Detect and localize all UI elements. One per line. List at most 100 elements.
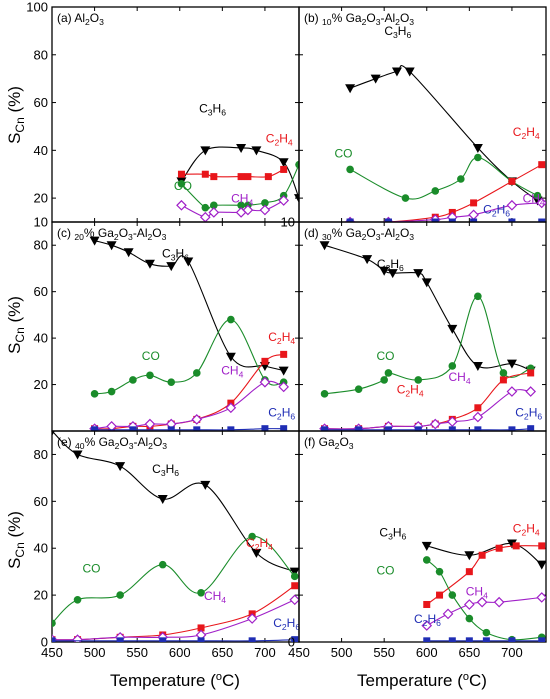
point-C2H4: [197, 624, 205, 632]
point-C3H6: [379, 266, 390, 276]
y-tick-label: 80: [34, 447, 48, 462]
panel-frame: [298, 6, 547, 223]
point-C2H6: [321, 426, 329, 431]
point-CH4: [525, 386, 537, 397]
series-group: [344, 65, 546, 222]
x-tick-label: 700: [254, 645, 276, 660]
point-C3H6: [464, 551, 475, 561]
point-CO: [167, 378, 176, 387]
point-CO: [129, 376, 137, 384]
point-C3H6: [157, 494, 168, 504]
point-C3H6: [345, 84, 356, 94]
point-C2H6: [129, 426, 137, 431]
series-line-C2H4: [52, 585, 296, 641]
point-C2H4: [538, 161, 546, 169]
point-CH4: [506, 386, 518, 397]
series-label-C3H6: C3H6: [379, 526, 406, 542]
series-group: [421, 539, 546, 642]
point-C2H4: [280, 165, 288, 173]
x-axis-title: Temperature (oC): [357, 671, 487, 690]
y-tick-label: 40: [34, 331, 48, 346]
point-C2H6: [193, 426, 201, 431]
point-C3H6: [391, 67, 402, 77]
point-C2H6: [448, 426, 456, 431]
point-C3H6: [123, 248, 134, 258]
point-CO: [431, 187, 440, 195]
point-CO: [448, 591, 457, 599]
point-C3H6: [421, 541, 432, 551]
series-label-C2H4: C2H4: [268, 330, 295, 346]
point-C2H6: [91, 426, 99, 431]
point-C2H6: [159, 637, 167, 642]
series-line-C2H6: [94, 428, 284, 431]
point-CO: [474, 292, 482, 301]
point-C3H6: [413, 269, 424, 279]
point-C2H6: [508, 426, 516, 431]
point-CH4: [225, 402, 237, 414]
series-label-C2H6: C2H6: [414, 612, 441, 628]
point-CH4: [446, 416, 458, 428]
point-CH4: [259, 204, 271, 216]
point-C2H4: [291, 582, 299, 590]
point-CH4: [278, 195, 290, 206]
point-C2H6: [538, 637, 546, 642]
point-C3H6: [251, 146, 262, 156]
y-tick-label: 60: [34, 284, 48, 299]
series-label-C2H4: C2H4: [246, 536, 273, 552]
x-tick-label: 450: [288, 645, 310, 660]
panel-e: 0 20 40 60 80 450 500 550 600 650 700 (e) 40% Ga2O3…: [34, 430, 300, 660]
point-CH4: [463, 599, 475, 610]
point-C2H4: [465, 568, 473, 576]
series-label-C2H6: C2H6: [273, 616, 300, 632]
y-tick-label: 0: [41, 635, 48, 650]
point-CH4: [468, 209, 479, 221]
point-CO: [192, 369, 201, 377]
point-CO: [177, 179, 186, 188]
point-CO: [227, 315, 235, 324]
series-label-C2H6: C2H6: [268, 405, 295, 421]
y-tick-label: 10: [34, 215, 48, 230]
point-CH4: [144, 418, 156, 430]
point-CH4: [208, 207, 220, 218]
point-CO: [380, 376, 388, 384]
series-label-CO: CO: [334, 147, 352, 161]
panel-title: (f) Ga2O3: [304, 435, 354, 451]
point-CO: [201, 203, 210, 212]
point-C3H6: [278, 366, 289, 376]
point-C3H6: [183, 257, 194, 267]
point-C3H6: [387, 269, 398, 279]
point-CH4: [421, 620, 433, 631]
point-C2H6: [248, 637, 256, 642]
point-C2H6: [227, 426, 235, 431]
point-C2H4: [495, 544, 503, 552]
series-label-C3H6: C3H6: [384, 24, 411, 40]
x-tick-label: 550: [126, 645, 148, 660]
point-C2H4: [527, 369, 535, 377]
series-label-C2H4: C2H4: [266, 131, 293, 147]
point-CO: [73, 596, 82, 604]
y-tick-label: 40: [34, 143, 48, 158]
point-CO: [414, 376, 423, 384]
point-C2H6: [448, 218, 456, 222]
point-CH4: [536, 197, 546, 209]
y-tick-label: 20: [34, 588, 48, 603]
point-CH4: [429, 418, 441, 430]
point-C2H4: [508, 177, 516, 185]
point-C3H6: [370, 74, 381, 84]
point-CH4: [442, 608, 454, 620]
point-C2H6: [470, 218, 478, 222]
point-CO: [116, 591, 124, 599]
series-line-CH4: [324, 389, 531, 430]
x-tick-label: 550: [373, 645, 395, 660]
point-CO: [435, 567, 444, 576]
series-label-C2H4: C2H4: [397, 382, 424, 398]
series-label-CH4: CH4: [204, 589, 226, 605]
point-C3H6: [251, 548, 262, 558]
point-C2H6: [448, 637, 456, 642]
panel-title: (d) 30% Ga2O3-Al2O3: [304, 226, 414, 242]
point-C2H4: [478, 551, 486, 559]
series-line-CO: [94, 318, 284, 395]
series-label-CO: CO: [142, 349, 160, 363]
point-C2H4: [423, 600, 431, 608]
